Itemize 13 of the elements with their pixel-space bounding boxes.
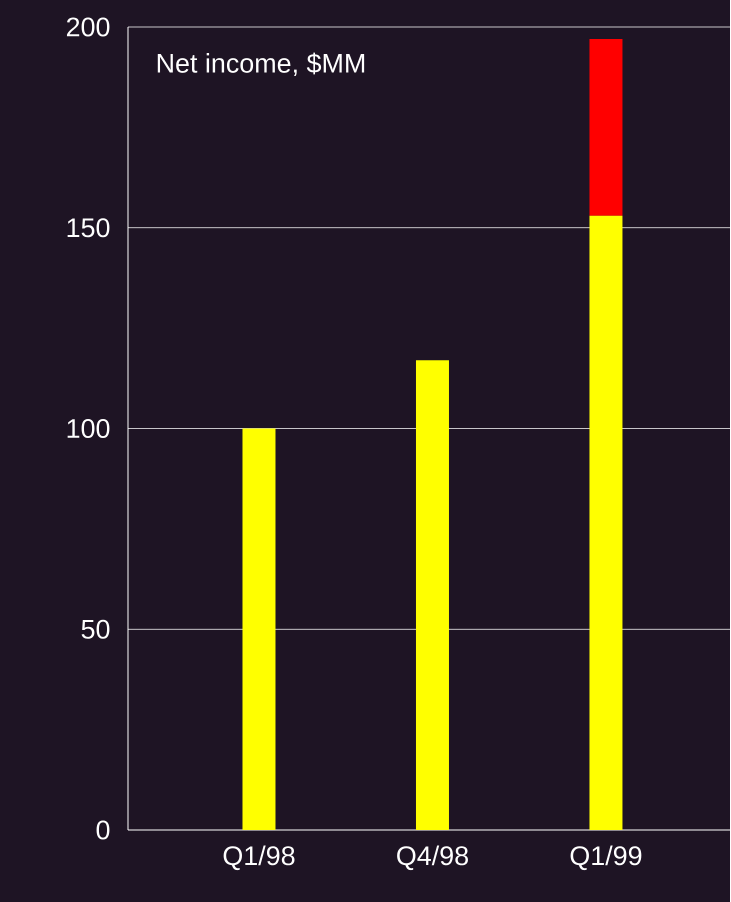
bar	[242, 428, 276, 830]
x-tick-label: Q4/98	[397, 846, 468, 870]
text: Net income, $MM	[158, 52, 364, 76]
bar	[590, 216, 623, 830]
y-tick-label: 50	[82, 620, 110, 639]
y-tick-label: 200	[67, 17, 110, 37]
y-tick-label: 100	[68, 418, 110, 438]
x-tick-label: Q1/99	[570, 846, 642, 870]
y-tick-label: 0	[96, 820, 110, 840]
x-tick-label: Q1/98	[224, 846, 295, 870]
y-tick-label: 150	[68, 218, 110, 238]
bar	[416, 360, 450, 830]
bar	[590, 39, 623, 216]
